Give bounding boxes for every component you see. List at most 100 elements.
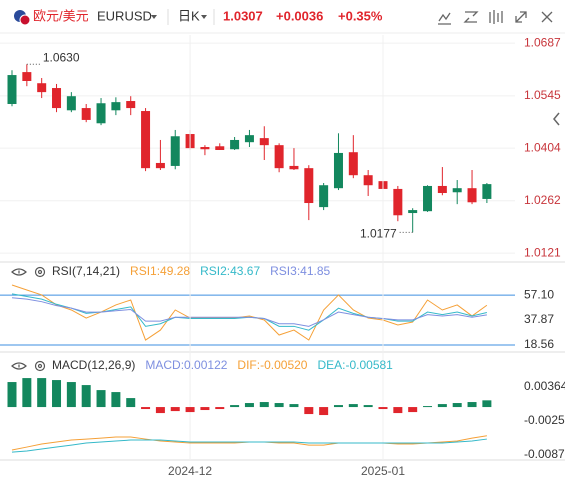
candle-body — [482, 184, 492, 199]
indicator-icon[interactable] — [438, 12, 451, 25]
histogram-bar — [423, 406, 433, 408]
dropdown-icon[interactable] — [151, 15, 157, 19]
y-tick-label: -0.00253 — [524, 413, 565, 427]
legend-item: RSI3:41.85 — [270, 264, 330, 278]
histogram-bar — [111, 392, 121, 408]
candle-body — [126, 101, 136, 109]
legend-item: RSI2:43.67 — [200, 264, 260, 278]
candle-body — [244, 135, 254, 143]
histogram-bar — [259, 402, 269, 408]
histogram-bar — [230, 405, 240, 408]
panel-title: MACD(12,26,9) — [52, 358, 135, 372]
dropdown-icon[interactable] — [201, 15, 207, 19]
candle-body — [230, 139, 240, 150]
period[interactable]: 日K — [178, 8, 200, 23]
candle-body — [22, 72, 32, 81]
candle-body — [333, 152, 343, 189]
candle-body — [348, 152, 358, 176]
histogram-bar — [437, 404, 447, 408]
series-line — [11, 438, 487, 453]
candle-body — [423, 185, 433, 212]
legend-item: MACD:0.00122 — [145, 358, 227, 372]
settings-icon[interactable] — [34, 360, 46, 372]
candle-body — [363, 175, 373, 186]
candle-body — [37, 83, 47, 93]
histogram-bar — [155, 407, 165, 414]
y-tick-label: 57.10 — [524, 287, 554, 301]
candle-body — [81, 108, 91, 120]
candle-body — [52, 88, 62, 109]
x-tick-label: 2024-12 — [168, 464, 212, 478]
histogram-bar — [289, 404, 299, 408]
compare-icon[interactable] — [463, 11, 479, 23]
panel-title: RSI(7,14,21) — [52, 264, 120, 278]
settings-icon[interactable] — [34, 266, 46, 278]
histogram-bar — [304, 407, 314, 415]
candle-body — [96, 103, 106, 124]
candle-body — [289, 165, 299, 170]
visibility-icon[interactable] — [11, 362, 27, 370]
header: 欧元/美元 EURUSD 日K 1.0307 +0.0036 +0.35% — [0, 8, 565, 34]
flag-icon — [19, 14, 31, 26]
settings-icon[interactable] — [37, 363, 43, 369]
histogram-bar — [7, 382, 17, 408]
histogram-bar — [22, 378, 32, 408]
histogram-bar — [467, 402, 477, 408]
candle-body — [274, 145, 284, 169]
candle-body — [215, 146, 225, 150]
histogram-bar — [319, 407, 329, 416]
histogram-bar — [452, 403, 462, 408]
histogram-bar — [363, 405, 373, 408]
annotation-label: 1.0177 — [360, 226, 397, 240]
fullscreen-icon[interactable] — [515, 11, 527, 23]
y-tick-label: 1.0545 — [524, 88, 561, 102]
candle-body — [408, 210, 418, 214]
histogram-bar — [96, 390, 106, 408]
candle-body — [155, 162, 165, 169]
settings-icon[interactable] — [37, 269, 43, 275]
series-line — [11, 297, 487, 327]
histogram-bar — [244, 403, 254, 408]
y-tick-label: 0.00364 — [524, 379, 565, 393]
candle-body — [319, 185, 329, 208]
candle-body — [437, 185, 447, 194]
histogram-bar — [378, 407, 388, 410]
close-icon[interactable] — [541, 11, 553, 23]
histogram-bar — [141, 407, 151, 410]
histogram-bar — [348, 404, 358, 408]
candle-body — [66, 96, 76, 111]
legend-item: DEA:-0.00581 — [317, 358, 393, 372]
histogram-bar — [333, 405, 343, 408]
histogram-bar — [66, 382, 76, 408]
visibility-icon[interactable] — [11, 268, 27, 276]
candle-body — [259, 138, 269, 146]
price-change: +0.0036 — [276, 8, 323, 23]
candle-body — [170, 136, 180, 166]
histogram-bar — [274, 403, 284, 408]
y-tick-label: -0.00870 — [524, 447, 565, 461]
histogram-bar — [482, 400, 492, 408]
candle-icon[interactable] — [489, 10, 503, 24]
y-tick-label: 37.87 — [524, 312, 554, 326]
candle-body — [393, 188, 403, 216]
candle-body — [141, 111, 151, 169]
y-tick-label: 1.0687 — [524, 35, 561, 49]
histogram-bar — [170, 407, 180, 412]
price-change-pct: +0.35% — [338, 8, 383, 23]
scroll-arrow[interactable] — [553, 112, 560, 126]
legend-item: RSI1:49.28 — [130, 264, 190, 278]
series-line — [11, 284, 488, 341]
y-tick-label: 18.56 — [524, 337, 554, 351]
pair-name[interactable]: 欧元/美元 — [33, 8, 89, 23]
y-tick-label: 1.0262 — [524, 193, 561, 207]
histogram-bar — [185, 407, 195, 413]
histogram-bar — [52, 380, 62, 408]
histogram-bar — [408, 407, 418, 413]
candle-body — [111, 102, 121, 111]
symbol[interactable]: EURUSD — [97, 8, 152, 23]
annotation-label: 1.0630 — [43, 50, 80, 64]
y-tick-label: 1.0404 — [524, 140, 561, 154]
